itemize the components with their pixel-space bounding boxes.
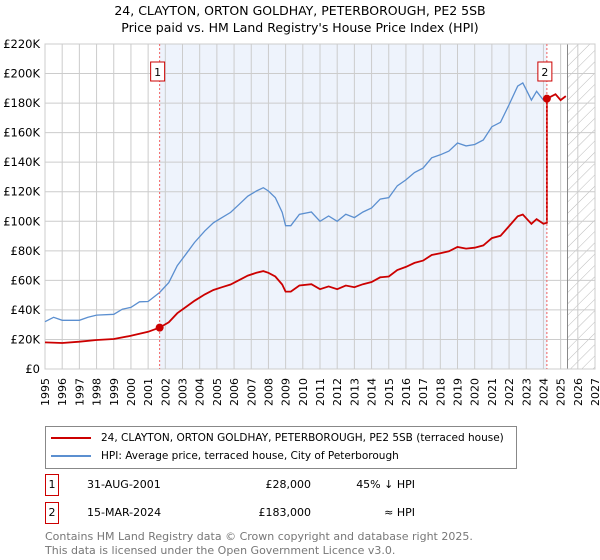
legend-label-hpi: HPI: Average price, terraced house, City… (101, 450, 399, 462)
y-tick-label: £100K (3, 214, 40, 228)
x-tick-label: 2002 (159, 378, 172, 406)
transaction-date: 15-MAR-2024 (87, 506, 162, 519)
transaction-hpi-compare: 45% ↓ HPI (356, 478, 415, 491)
x-tick-label: 2007 (245, 378, 258, 406)
sale-marker-label: 1 (154, 66, 161, 79)
sale-marker-label: 2 (541, 66, 548, 79)
x-tick-label: 2013 (348, 378, 361, 406)
x-tick-label: 2003 (177, 378, 190, 406)
transaction-row: 2 15-MAR-2024 £183,000 ≈ HPI (45, 502, 465, 524)
x-tick-label: 2010 (297, 378, 310, 406)
transaction-price: £28,000 (265, 478, 312, 491)
x-tick-label: 2001 (142, 378, 155, 406)
y-tick-label: £80K (11, 244, 41, 258)
x-tick-label: 1999 (108, 378, 121, 406)
hpi-line (44, 81, 567, 323)
y-tick-label: £0 (25, 362, 40, 376)
legend-swatch-red (51, 437, 91, 439)
x-tick-label: 1998 (91, 378, 104, 406)
y-tick-label: £140K (3, 155, 40, 169)
x-tick-label: 2011 (314, 378, 327, 406)
x-tick-label: 2016 (400, 378, 413, 406)
transaction-hpi-compare: ≈ HPI (384, 506, 415, 519)
y-tick-label: £180K (3, 96, 40, 110)
sale-point (542, 94, 551, 103)
legend: 24, CLAYTON, ORTON GOLDHAY, PETERBOROUGH… (45, 426, 517, 469)
chart-title-line2: Price paid vs. HM Land Registry's House … (121, 20, 479, 35)
x-tick-label: 2014 (366, 378, 379, 406)
legend-swatch-blue (51, 455, 91, 457)
x-tick-label: 1996 (56, 378, 69, 406)
chart-title-line1: 24, CLAYTON, ORTON GOLDHAY, PETERBOROUGH… (114, 3, 486, 18)
x-tick-label: 2012 (331, 378, 344, 406)
transaction-marker: 1 (45, 474, 59, 496)
x-tick-label: 2021 (486, 378, 499, 406)
hatched-future-region (567, 44, 595, 369)
x-tick-label: 2025 (555, 378, 568, 406)
property-price-line (44, 93, 567, 344)
plot-border (44, 43, 596, 370)
y-tick-label: £200K (3, 67, 40, 81)
sale-marker-box (537, 61, 553, 82)
y-tick-label: £120K (3, 185, 40, 199)
y-tick-label: £60K (11, 273, 41, 287)
shaded-ownership-period (159, 44, 547, 369)
legend-item-property: 24, CLAYTON, ORTON GOLDHAY, PETERBOROUGH… (51, 430, 504, 446)
x-tick-label: 2000 (125, 378, 138, 406)
y-tick-label: £160K (3, 126, 40, 140)
y-tick-label: £220K (3, 37, 40, 51)
sale-point (155, 323, 164, 332)
chart-svg: 1 2 1995 1996 1997 1998 1999 2000 2001 2002 2003 20… (3, 37, 600, 406)
x-tick-label: 2006 (228, 378, 241, 406)
x-tick-label: 2005 (211, 378, 224, 406)
y-tick-label: £40K (11, 303, 41, 317)
legend-label-property: 24, CLAYTON, ORTON GOLDHAY, PETERBOROUGH… (101, 432, 504, 444)
transaction-price: £183,000 (258, 506, 312, 519)
x-tick-label: 1997 (73, 378, 86, 406)
footer-copyright: Contains HM Land Registry data © Crown c… (45, 530, 473, 543)
legend-item-hpi: HPI: Average price, terraced house, City… (51, 448, 399, 464)
sale-marker-box (150, 61, 166, 82)
y-tick-label: £20K (11, 332, 41, 346)
transaction-date: 31-AUG-2001 (87, 478, 161, 491)
footer-licence: This data is licensed under the Open Gov… (45, 544, 396, 557)
transaction-marker: 2 (45, 502, 59, 524)
x-tick-label: 2024 (537, 378, 550, 406)
x-tick-label: 2017 (417, 378, 430, 406)
x-tick-label: 2018 (434, 378, 447, 406)
x-tick-label: 2008 (262, 378, 275, 406)
x-tick-label: 2022 (503, 378, 516, 406)
x-tick-label: 2027 (589, 378, 600, 406)
x-tick-label: 2023 (520, 378, 533, 406)
transaction-row: 1 31-AUG-2001 £28,000 45% ↓ HPI (45, 474, 465, 496)
x-tick-label: 2009 (280, 378, 293, 406)
x-tick-label: 2004 (194, 378, 207, 406)
x-tick-label: 1995 (39, 378, 52, 406)
x-tick-label: 2015 (383, 378, 396, 406)
x-tick-label: 2026 (572, 378, 585, 406)
x-tick-label: 2020 (469, 378, 482, 406)
x-tick-label: 2019 (452, 378, 465, 406)
